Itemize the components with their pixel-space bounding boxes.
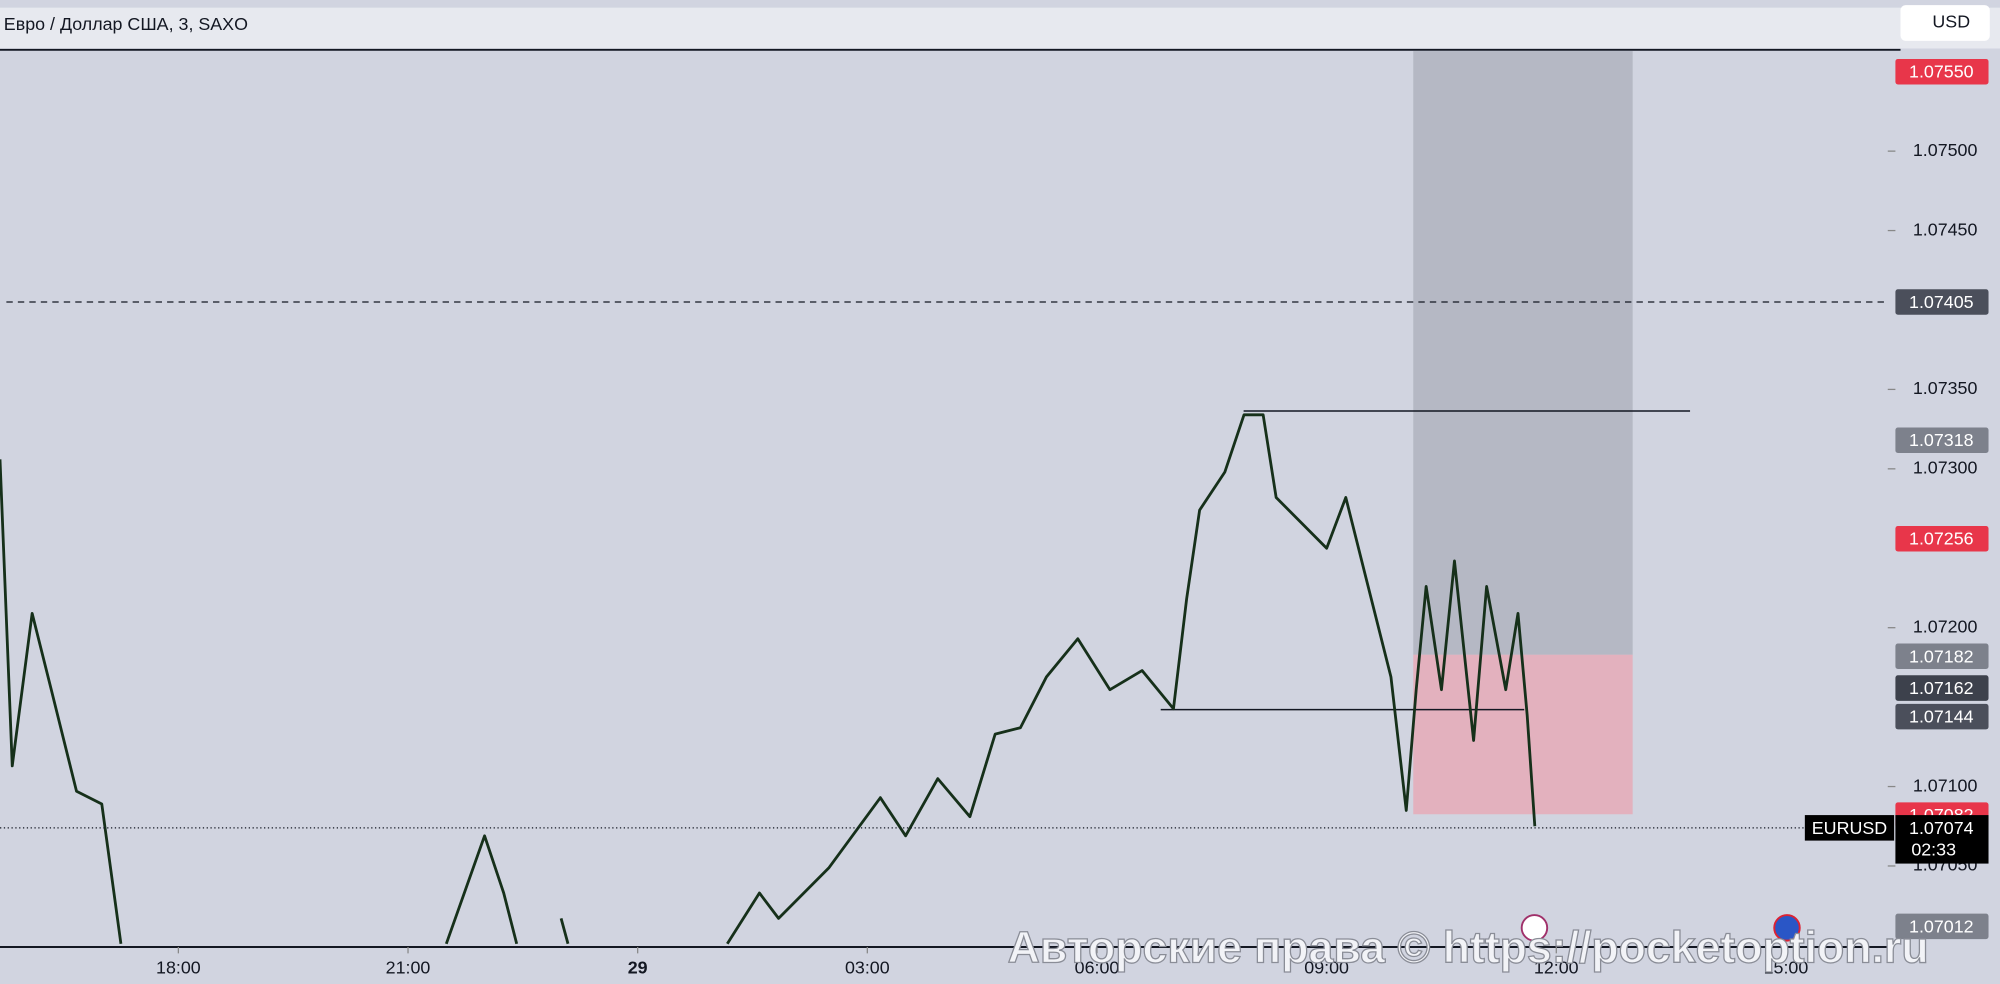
x-tick-label: 06:00: [1075, 957, 1120, 977]
price-tag-label: 1.07162: [1909, 678, 1974, 698]
x-tick-label: 15:00: [1764, 957, 1809, 977]
x-tick-label: 03:00: [845, 957, 890, 977]
position-target-zone: [1413, 51, 1633, 655]
price-tag-label: 1.07405: [1909, 292, 1974, 312]
price-line: [0, 413, 1537, 945]
current-price-label: 1.07074: [1909, 818, 1974, 838]
x-tick-label: 21:00: [386, 957, 431, 977]
watermark: Авторские права © https://pocketoption.r…: [1008, 924, 1929, 973]
currency-button[interactable]: [1900, 5, 1990, 41]
price-tag-label: 1.07550: [1909, 62, 1974, 82]
price-tag: [1895, 643, 1989, 670]
y-tick-label: 1.07450: [1913, 219, 1978, 239]
chart-title: Евро / Доллар США, 3, SAXO: [4, 14, 248, 34]
price-tag: [1895, 525, 1989, 552]
x-tick-label: 09:00: [1304, 957, 1349, 977]
y-tick-label: 1.07300: [1913, 458, 1978, 478]
price-tag: [1895, 427, 1989, 454]
price-tag: [1895, 913, 1989, 940]
current-symbol-tag: [1804, 815, 1895, 841]
x-tick-label: 18:00: [156, 957, 201, 977]
current-symbol: EURUSD: [1812, 818, 1887, 838]
price-tag: [1895, 58, 1989, 85]
price-tag-label: 1.07318: [1909, 430, 1974, 450]
price-tag-label: 1.07012: [1909, 916, 1974, 936]
event-icon[interactable]: [1773, 914, 1801, 942]
y-tick-label: 1.07100: [1913, 775, 1978, 795]
y-tick-label: 1.07200: [1913, 616, 1978, 636]
y-tick-label: 1.07350: [1913, 378, 1978, 398]
current-price-tag: [1895, 815, 1989, 864]
x-tick-label: 12:00: [1534, 957, 1579, 977]
event-icon[interactable]: [1520, 914, 1549, 942]
y-tick-label: 1.07500: [1913, 140, 1978, 160]
price-tag: [1895, 675, 1989, 701]
price-tag: [1895, 289, 1989, 315]
top-bar: [0, 7, 2000, 49]
countdown: 02:33: [1911, 840, 1956, 860]
price-tag-label: 1.07256: [1909, 529, 1974, 549]
price-tag: [1895, 703, 1989, 730]
price-tag-label: 1.07182: [1909, 646, 1974, 666]
x-tick-label: 29: [628, 957, 648, 977]
price-tag-label: 1.07144: [1909, 707, 1974, 727]
currency[interactable]: USD: [1932, 12, 1970, 32]
plot: 1.07500 1.07450 1.07350 1.07300 1.07200 1.071…: [0, 58, 1989, 977]
